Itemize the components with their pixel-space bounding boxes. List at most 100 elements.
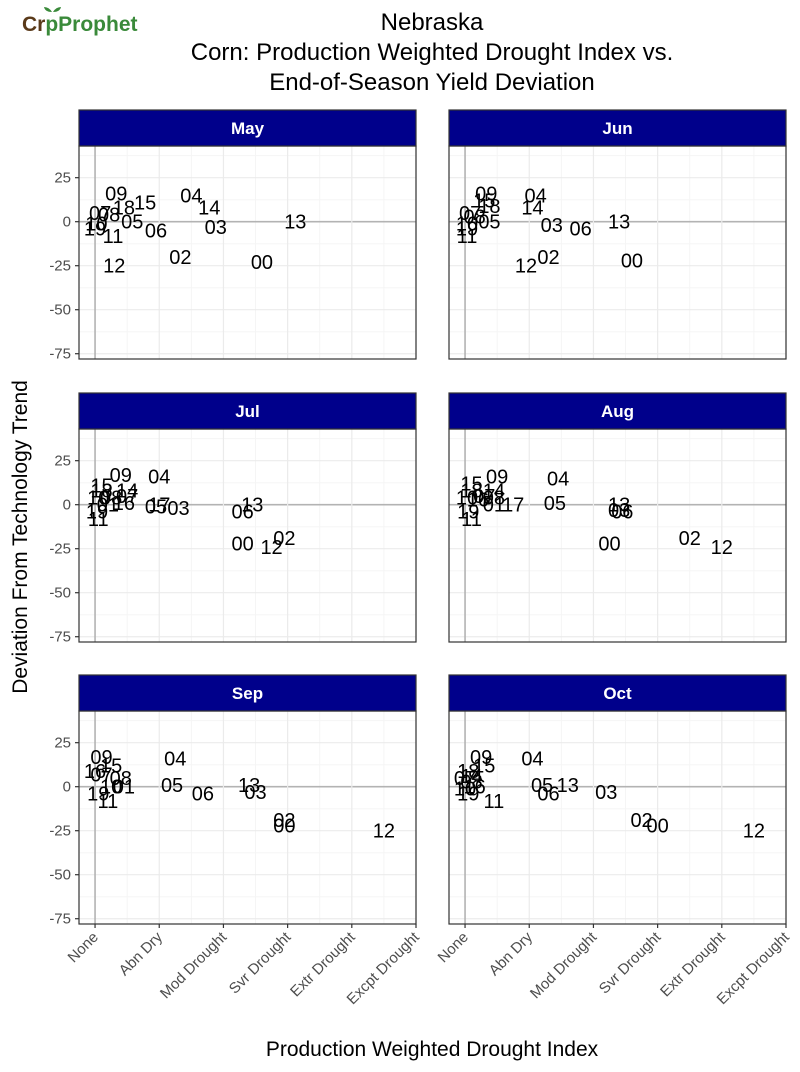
- cropprophet-logo: CrpProphet: [22, 7, 138, 36]
- y-tick-label: 25: [54, 170, 71, 187]
- point-label-05: 05: [161, 775, 183, 797]
- point-label-11: 11: [88, 509, 109, 531]
- facet-strip: [78, 392, 417, 430]
- logo-text-crop: Cr: [22, 13, 45, 36]
- facet-strip-label: Oct: [603, 684, 632, 703]
- point-label-04: 04: [164, 749, 186, 771]
- title-line-2: Corn: Production Weighted Drought Index …: [191, 39, 673, 66]
- y-tick-label: -75: [49, 911, 71, 928]
- y-tick-label: -50: [49, 302, 71, 319]
- point-label-03: 03: [244, 782, 266, 804]
- y-tick-label: 0: [63, 214, 71, 231]
- y-tick-label: -25: [49, 541, 71, 558]
- point-label-12: 12: [103, 256, 125, 278]
- point-label-15: 15: [100, 756, 122, 778]
- point-label-10: 10: [100, 777, 122, 799]
- point-label-19: 19: [87, 784, 109, 806]
- point-label-12: 12: [711, 537, 733, 559]
- y-tick-label: -75: [49, 629, 71, 646]
- point-label-10: 10: [454, 778, 476, 800]
- point-label-06: 06: [569, 219, 591, 241]
- point-label-04: 04: [547, 468, 569, 490]
- point-label-16: 16: [113, 493, 135, 515]
- point-label-17: 17: [502, 495, 524, 517]
- point-label-19: 19: [456, 219, 478, 241]
- point-label-14: 14: [116, 481, 138, 503]
- point-label-04: 04: [521, 749, 543, 771]
- point-label-07: 07: [89, 203, 111, 225]
- point-label-11: 11: [457, 226, 478, 248]
- facet-strip-label: Aug: [601, 402, 634, 421]
- title-line-1: Nebraska: [381, 9, 484, 36]
- point-label-09: 09: [475, 184, 497, 206]
- y-tick-label: -25: [49, 823, 71, 840]
- point-label-08: 08: [110, 768, 132, 790]
- x-tick-label: Abn Dry: [116, 928, 167, 979]
- point-label-11: 11: [484, 791, 505, 813]
- point-label-04: 04: [525, 185, 547, 207]
- logo-text-o: p: [45, 13, 58, 36]
- x-tick-label: Extr Drought: [287, 928, 359, 1000]
- point-label-08: 08: [464, 206, 486, 228]
- facet-strip-label: Jun: [602, 119, 632, 138]
- point-label-07: 07: [116, 486, 138, 508]
- point-label-09: 09: [110, 465, 132, 487]
- point-label-00: 00: [621, 250, 643, 272]
- point-label-02: 02: [679, 528, 701, 550]
- x-tick-label: Svr Drought: [596, 928, 665, 997]
- point-label-16: 16: [467, 489, 489, 511]
- point-label-12: 12: [260, 537, 282, 559]
- point-label-06: 06: [537, 784, 559, 806]
- panel-background: [449, 429, 786, 642]
- facet-strip: [448, 674, 787, 712]
- point-label-13: 13: [608, 212, 630, 234]
- point-label-02: 02: [630, 810, 652, 832]
- facet-strip-label: Sep: [232, 684, 263, 703]
- logo-text-prophet: Prophet: [58, 13, 137, 36]
- y-tick-label: -50: [49, 585, 71, 602]
- point-label-00: 00: [598, 533, 620, 555]
- facet-strip: [78, 109, 417, 147]
- point-label-05: 05: [145, 496, 167, 518]
- y-axis-title: Deviation From Technology Trend: [9, 380, 32, 694]
- y-tick-label: -50: [49, 867, 71, 884]
- point-label-09: 09: [105, 184, 127, 206]
- point-label-07: 07: [454, 768, 476, 790]
- point-label-05: 05: [121, 212, 143, 234]
- point-label-08: 08: [483, 488, 505, 510]
- x-tick-label: None: [434, 929, 471, 966]
- point-label-18: 18: [90, 481, 112, 503]
- facet-strip: [448, 392, 787, 430]
- point-label-15: 15: [134, 192, 156, 214]
- point-label-07: 07: [459, 203, 481, 225]
- point-label-04: 04: [148, 467, 170, 489]
- point-label-01: 01: [97, 495, 119, 517]
- point-label-16: 16: [464, 777, 486, 799]
- point-label-03: 03: [608, 500, 630, 522]
- point-label-01: 01: [483, 495, 505, 517]
- point-label-16: 16: [84, 761, 106, 783]
- point-label-19: 19: [84, 219, 106, 241]
- point-label-02: 02: [273, 810, 295, 832]
- point-label-10: 10: [456, 213, 478, 235]
- point-label-19: 19: [457, 502, 479, 524]
- point-label-10: 10: [85, 213, 107, 235]
- point-label-19: 19: [86, 502, 108, 524]
- y-tick-label: 0: [63, 497, 71, 514]
- point-label-02: 02: [169, 247, 191, 269]
- x-tick-label: Abn Dry: [486, 928, 537, 979]
- point-label-00: 00: [251, 252, 273, 274]
- point-label-00: 00: [273, 815, 295, 837]
- point-label-14: 14: [460, 766, 482, 788]
- point-label-12: 12: [373, 821, 395, 843]
- point-label-03: 03: [595, 782, 617, 804]
- point-label-14: 14: [198, 198, 220, 220]
- point-label-00: 00: [232, 533, 254, 555]
- panel-background: [79, 146, 416, 359]
- point-label-13: 13: [284, 212, 306, 234]
- point-label-12: 12: [743, 821, 765, 843]
